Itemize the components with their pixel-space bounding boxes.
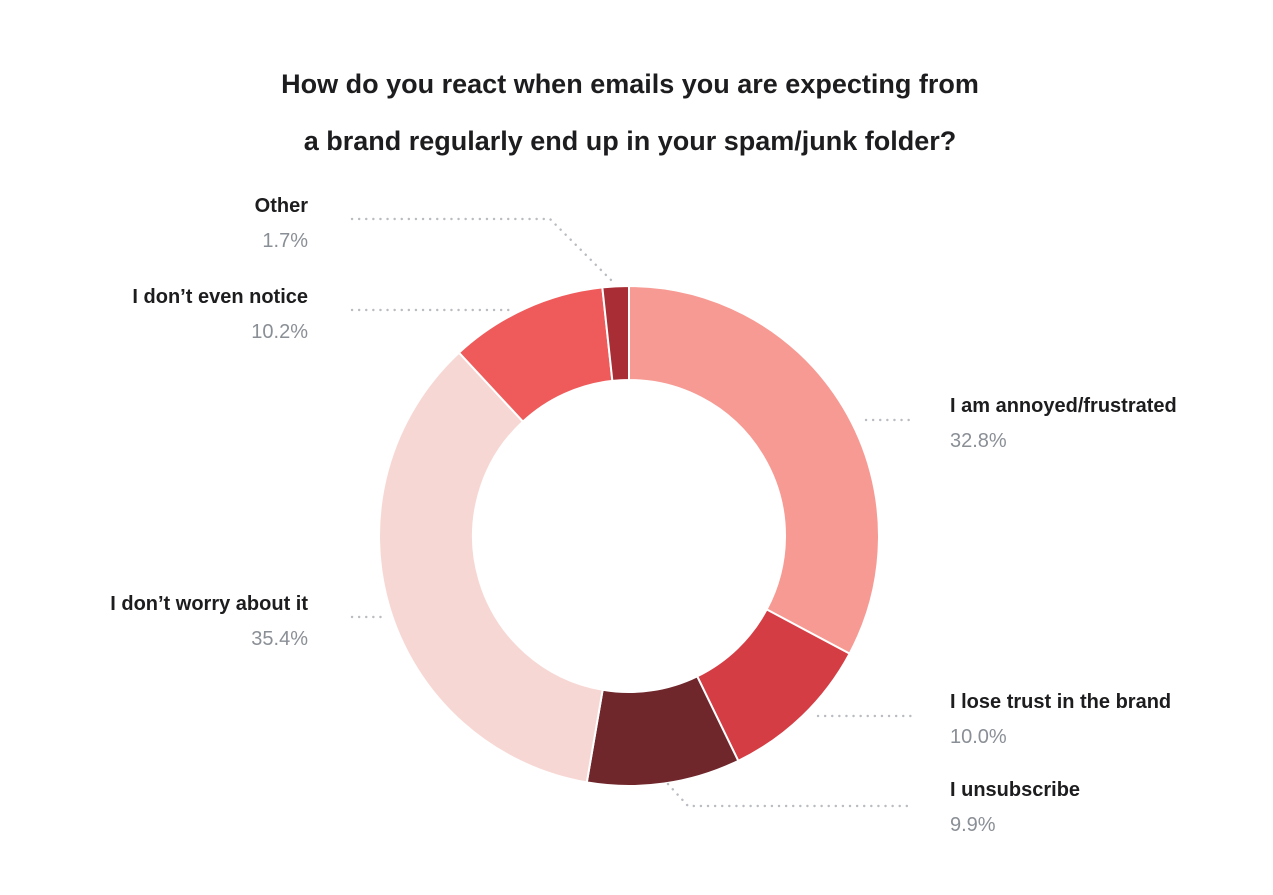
leader-lines	[350, 217, 914, 808]
slice-labels: I am annoyed/frustrated 32.8% I lose trust…	[110, 195, 1176, 836]
chart-title: How do you react when emails you are exp…	[281, 69, 979, 156]
value-label-i-don-t-worry-about-it: 35.4%	[251, 628, 308, 650]
label-i-lose-trust-in-the-brand: I lose trust in the brand	[950, 691, 1171, 713]
label-i-don-t-worry-about-it: I don’t worry about it	[110, 593, 308, 615]
value-label-other: 1.7%	[262, 230, 308, 252]
label-other: Other	[255, 195, 309, 217]
value-label-i-unsubscribe: 9.9%	[950, 814, 996, 836]
leader-other	[350, 217, 615, 284]
label-i-unsubscribe: I unsubscribe	[950, 779, 1080, 801]
donut-slices	[378, 284, 880, 787]
leader-i-unsubscribe	[666, 782, 914, 808]
value-label-i-lose-trust-in-the-brand: 10.0%	[950, 726, 1007, 748]
slice-i-don-t-worry-about-it	[378, 351, 604, 784]
chart-title-line-1: How do you react when emails you are exp…	[281, 69, 979, 99]
label-i-don-t-even-notice: I don’t even notice	[132, 286, 308, 308]
slice-i-am-annoyed-frustrated	[628, 284, 880, 656]
chart-title-line-2: a brand regularly end up in your spam/ju…	[304, 126, 957, 156]
label-i-am-annoyed-frustrated: I am annoyed/frustrated	[950, 395, 1177, 417]
value-label-i-don-t-even-notice: 10.2%	[251, 321, 308, 343]
value-label-i-am-annoyed-frustrated: 32.8%	[950, 430, 1007, 452]
slice-other	[601, 284, 630, 382]
